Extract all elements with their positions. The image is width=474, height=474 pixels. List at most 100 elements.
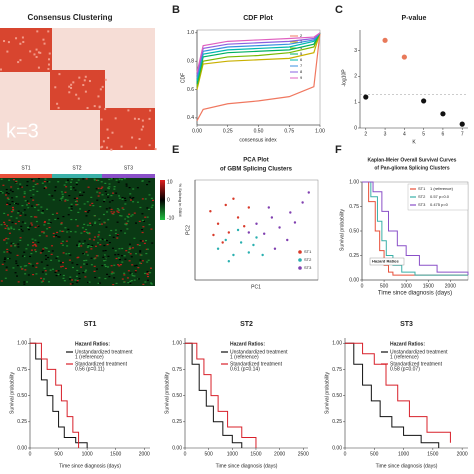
y-tick-label: 2 [354, 74, 357, 80]
heat-cell [46, 208, 49, 210]
heat-cell [16, 265, 19, 267]
heat-cell [111, 199, 114, 202]
heat-cell [30, 197, 33, 199]
heat-cell [149, 272, 152, 274]
heat-cell [101, 238, 104, 240]
heat-cell [98, 219, 101, 221]
point [247, 231, 251, 234]
cdf-line [196, 32, 321, 76]
heat-cell [85, 228, 88, 231]
heat-cell [26, 181, 29, 183]
block-noise [17, 61, 20, 64]
heat-cell [32, 180, 35, 182]
heat-cell [130, 273, 133, 275]
heat-cell [55, 270, 58, 272]
heat-cell [146, 183, 149, 186]
x-tick-label: 1500 [427, 451, 438, 457]
heat-cell [68, 252, 71, 255]
heat-cell [108, 276, 111, 278]
heat-cell [4, 257, 7, 259]
point [236, 216, 240, 219]
plot-frame [360, 30, 468, 128]
e-subtitle: of GBM Splicing Clusters [220, 167, 293, 173]
heat-cell [84, 210, 87, 213]
heat-cell [57, 236, 60, 238]
heat-cell [40, 277, 43, 279]
heat-cell [75, 183, 78, 186]
heat-cell [73, 197, 76, 200]
heat-cell [8, 257, 11, 260]
heat-cell [141, 198, 144, 200]
heat-cell [118, 265, 121, 267]
block-noise [72, 81, 75, 84]
heat-cell [23, 283, 26, 285]
heat-cell [98, 218, 101, 220]
heat-cell [3, 251, 6, 253]
block-noise [97, 95, 100, 98]
heat-cell [85, 231, 88, 233]
heat-cell [48, 226, 51, 229]
heat-cell [97, 195, 100, 197]
y-tick-label: 0.75 [172, 367, 182, 373]
heat-cell [74, 200, 77, 203]
heat-cell [67, 228, 70, 231]
heat-cell [125, 185, 128, 187]
block-noise [83, 79, 86, 82]
heat-cell [79, 191, 82, 193]
heat-cell [3, 212, 6, 215]
heat-cell [123, 274, 126, 276]
heat-cell [75, 275, 78, 277]
heat-cell [130, 280, 133, 282]
heat-cell [102, 213, 105, 216]
heat-cell [82, 178, 85, 180]
heat-cell [124, 232, 127, 234]
heat-cell [141, 240, 144, 242]
heat-cell [78, 194, 81, 196]
point [232, 253, 235, 257]
heat-cell [124, 258, 127, 260]
heat-cell [10, 211, 13, 213]
heat-cell [117, 211, 120, 213]
heat-cell [63, 184, 66, 186]
heat-cell [23, 255, 26, 258]
heat-cell [90, 264, 93, 266]
heat-cell [82, 242, 85, 245]
heat-cell [19, 214, 22, 217]
heat-cell [89, 222, 92, 224]
heat-cell [139, 251, 142, 253]
heat-cell [118, 197, 121, 199]
heat-cell [98, 231, 101, 233]
heat-cell [62, 252, 65, 254]
heat-cell [76, 225, 79, 227]
heat-cell [40, 281, 43, 283]
heat-cell [55, 257, 58, 259]
km-curve [345, 342, 451, 443]
point [243, 225, 246, 228]
point [289, 211, 292, 214]
x-axis-label: Time since diagnosis (days) [376, 463, 438, 469]
heat-cell [126, 277, 129, 279]
heat-cell [94, 222, 97, 224]
km-curve [345, 342, 440, 448]
heat-cell [27, 202, 30, 204]
heat-cell [136, 187, 139, 189]
heat-cell [89, 204, 92, 206]
heat-cell [86, 224, 89, 226]
heat-cell [106, 273, 109, 275]
heat-cell [134, 222, 137, 224]
block-noise [106, 128, 109, 131]
heat-cell [121, 247, 124, 250]
heat-cell [94, 245, 97, 247]
heat-cell [16, 254, 19, 256]
heat-cell [34, 249, 37, 251]
heat-cell [17, 281, 20, 283]
heat-cell [75, 200, 78, 202]
heat-cell [19, 237, 22, 239]
x-tick-label: 0 [361, 283, 364, 289]
heat-cell [74, 231, 77, 233]
heat-cell [103, 221, 106, 223]
heat-cell [110, 208, 113, 211]
heat-cell [21, 268, 24, 270]
legend-hr: 1 (reference) [390, 354, 419, 360]
heat-cell [37, 241, 40, 244]
